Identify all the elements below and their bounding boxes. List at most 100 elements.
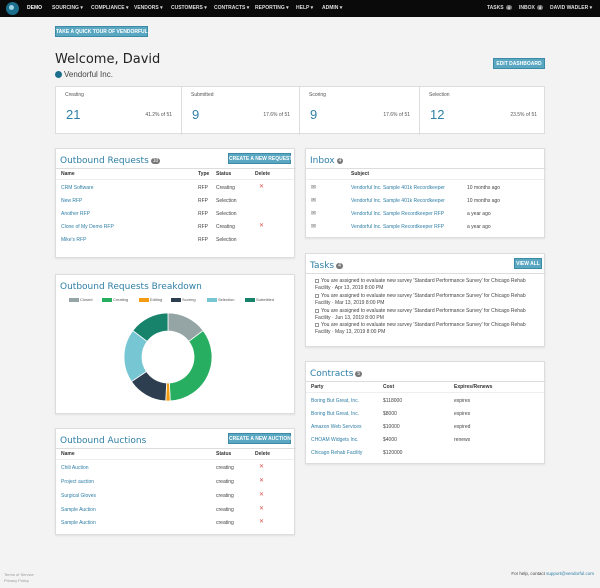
stat-value: 12 — [430, 107, 445, 122]
contract-cost: $10000 — [383, 424, 400, 430]
request-name[interactable]: Clone of My Demo RFP — [61, 224, 114, 230]
delete-icon[interactable]: ✕ — [259, 519, 265, 525]
delete-icon[interactable]: ✕ — [259, 464, 265, 470]
contract-party[interactable]: CHOAM Widgets Inc. — [311, 437, 359, 443]
tour-button[interactable]: TAKE A QUICK TOUR OF VENDORFUL — [55, 26, 148, 37]
request-type: RFP — [198, 211, 208, 217]
task-checkbox[interactable] — [315, 308, 319, 313]
nav-compliance[interactable]: COMPLIANCE ▾ — [91, 5, 129, 11]
inbox-subject[interactable]: Vendorful Inc. Sample Recordkeeper RFP — [351, 224, 445, 230]
legend-swatch — [102, 297, 112, 302]
tasks-panel: Tasks 4 VIEW ALL — [305, 253, 546, 347]
task-date: Facility · May 13, 2019 8:00 PM — [315, 329, 386, 335]
privacy-link[interactable]: Privacy Policy — [4, 578, 29, 583]
legend-label: Editing — [150, 297, 163, 302]
legend-selection[interactable]: Selection — [207, 297, 234, 302]
divider — [306, 381, 546, 382]
edit-dashboard-button[interactable]: EDIT DASHBOARD — [493, 58, 545, 69]
nav-help[interactable]: HELP ▾ — [296, 5, 314, 11]
request-name[interactable]: Another RFP — [61, 211, 90, 217]
legend-creating[interactable]: Creating — [102, 297, 128, 302]
auction-name[interactable]: Project auction — [61, 479, 95, 485]
request-status: Creating — [216, 185, 235, 191]
nav-reporting[interactable]: REPORTING ▾ — [255, 5, 289, 11]
support-email-link[interactable]: support@vendorful.com — [546, 571, 594, 576]
create-request-button[interactable]: CREATE A NEW REQUEST — [228, 153, 292, 164]
task-date: Facility · Apr 13, 2019 8:00 PM — [315, 285, 384, 291]
col-delete: Delete — [255, 171, 271, 177]
contract-cost: $4000 — [383, 437, 397, 443]
terms-link[interactable]: Terms of Service — [4, 572, 34, 577]
request-status: Creating — [216, 224, 235, 230]
task-checkbox[interactable] — [315, 293, 319, 298]
auction-name[interactable]: Sample Auction — [61, 520, 96, 526]
stat-submitted[interactable]: Submitted 9 17.6% of 51 — [182, 87, 300, 135]
inbox-panel: Inbox 4 — [305, 148, 546, 238]
legend-scoring[interactable]: Scoring — [171, 297, 196, 302]
legend-closed[interactable]: Closed — [69, 297, 92, 302]
contract-expires: expired — [454, 424, 471, 430]
divider — [56, 448, 296, 449]
user-menu[interactable]: DAVID WADLER ▾ — [550, 5, 593, 11]
donut-slice-creating[interactable] — [168, 330, 213, 402]
stat-label: Selection — [429, 92, 450, 98]
inbox-subject[interactable]: Vendorful Inc. Sample 401k Recordkeeper — [351, 185, 445, 191]
nav-admin[interactable]: ADMIN ▾ — [322, 5, 343, 11]
stat-selection[interactable]: Selection 12 23.5% of 51 — [420, 87, 546, 135]
nav-customers[interactable]: CUSTOMERS ▾ — [171, 5, 207, 11]
request-name[interactable]: CRM Software — [61, 185, 94, 191]
inbox-subject[interactable]: Vendorful Inc. Sample Recordkeeper RFP — [351, 211, 445, 217]
nav-inbox[interactable]: INBOX 4 — [519, 5, 544, 11]
nav-sourcing[interactable]: SOURCING ▾ — [52, 5, 83, 11]
stat-value: 9 — [192, 107, 200, 122]
top-nav: DEMO SOURCING ▾ COMPLIANCE ▾ VENDORS ▾ C… — [0, 0, 600, 17]
task-date: Facility · Mar 13, 2019 8:00 PM — [315, 300, 385, 306]
inbox-title: Inbox 4 — [310, 156, 344, 166]
auction-name[interactable]: Sample Auction — [61, 507, 96, 513]
task-item[interactable]: You are assigned to evaluate new survey … — [315, 278, 535, 292]
vendorful-logo[interactable] — [6, 2, 19, 15]
auction-name[interactable]: Chili Auction — [61, 465, 89, 471]
task-item[interactable]: You are assigned to evaluate new survey … — [315, 322, 535, 336]
task-text: You are assigned to evaluate new survey … — [321, 278, 526, 284]
inbox-subject[interactable]: Vendorful Inc. Sample 401k Recordkeeper — [351, 198, 445, 204]
legend-editing[interactable]: Editing — [139, 297, 162, 302]
task-text: You are assigned to evaluate new survey … — [321, 308, 526, 314]
request-type: RFP — [198, 198, 208, 204]
request-name[interactable]: Mike's RFP — [61, 237, 87, 243]
brand-demo[interactable]: DEMO — [27, 5, 42, 11]
nav-inbox-label: INBOX — [519, 5, 535, 11]
delete-icon[interactable]: ✕ — [259, 184, 265, 190]
contract-party[interactable]: Boring But Great, Inc. — [311, 411, 360, 417]
contract-cost: $120000 — [383, 450, 403, 456]
donut-slice-submitted[interactable] — [132, 312, 169, 342]
delete-icon[interactable]: ✕ — [259, 478, 265, 484]
envelope-icon: ✉ — [311, 185, 317, 191]
nav-tasks[interactable]: TASKS 4 — [487, 5, 512, 11]
delete-icon[interactable]: ✕ — [259, 506, 265, 512]
create-auction-button[interactable]: CREATE A NEW AUCTION — [228, 433, 291, 444]
contract-party[interactable]: Boring But Great, Inc. — [311, 398, 360, 404]
task-checkbox[interactable] — [315, 322, 319, 327]
task-item[interactable]: You are assigned to evaluate new survey … — [315, 293, 535, 307]
request-name[interactable]: New RFP — [61, 198, 83, 204]
auction-status: creating — [216, 465, 234, 471]
task-checkbox[interactable] — [315, 278, 319, 283]
stat-creating[interactable]: Creating 21 41.2% of 51 — [56, 87, 182, 135]
nav-vendors[interactable]: VENDORS ▾ — [134, 5, 163, 11]
legend-submitted[interactable]: Submitted — [245, 297, 274, 302]
inbox-time: 10 months ago — [467, 185, 501, 191]
header-divider — [56, 179, 294, 180]
delete-icon[interactable]: ✕ — [259, 492, 265, 498]
stat-scoring[interactable]: Scoring 9 17.6% of 51 — [300, 87, 420, 135]
envelope-icon: ✉ — [311, 198, 317, 204]
task-item[interactable]: You are assigned to evaluate new survey … — [315, 308, 535, 322]
nav-contracts[interactable]: CONTRACTS ▾ — [214, 5, 250, 11]
delete-icon[interactable]: ✕ — [259, 223, 265, 229]
divider — [306, 168, 546, 169]
view-all-tasks-button[interactable]: VIEW ALL — [514, 258, 542, 269]
auction-name[interactable]: Surgical Gloves — [61, 493, 97, 499]
contract-party[interactable]: Chicago Rehab Facility — [311, 450, 363, 456]
request-status: Selection — [216, 211, 237, 217]
contract-party[interactable]: Amazon Web Services — [311, 424, 362, 430]
